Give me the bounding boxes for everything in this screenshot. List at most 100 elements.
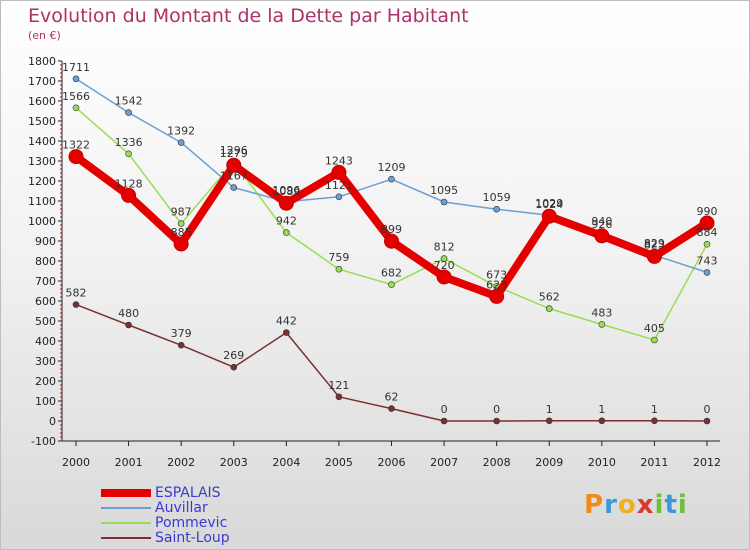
data-point (226, 157, 242, 173)
data-label: 1279 (220, 147, 248, 160)
data-point (335, 265, 343, 273)
data-point (436, 269, 452, 285)
data-point (177, 220, 185, 227)
data-label: 1121 (325, 179, 353, 192)
data-label: 0 (493, 403, 500, 416)
y-tick-label: 1000 (28, 215, 56, 228)
y-tick-label: -100 (31, 435, 56, 448)
y-tick-label: 1300 (28, 155, 56, 168)
data-label: 1095 (430, 184, 458, 197)
y-tick-label: 1700 (28, 75, 56, 88)
data-point (384, 233, 399, 249)
data-label: 812 (434, 241, 455, 254)
logo-letter: x (636, 490, 655, 520)
y-tick-label: 600 (35, 295, 56, 308)
data-label: 480 (118, 307, 139, 320)
legend-swatch (101, 521, 151, 524)
data-label: 987 (171, 206, 192, 219)
data-label: 1243 (325, 154, 353, 167)
data-point (545, 305, 553, 312)
data-label: 885 (171, 226, 192, 239)
data-label: 121 (328, 379, 349, 392)
logo-letter: i (677, 490, 688, 520)
data-point (651, 417, 658, 425)
series-layer (68, 75, 715, 425)
legend-swatch (101, 536, 151, 539)
data-label: 1209 (378, 161, 406, 174)
legend-label: Auvillar (155, 499, 208, 516)
data-point (283, 229, 290, 236)
legend-item: ESPALAIS (101, 485, 230, 500)
legend-label: ESPALAIS (155, 484, 221, 501)
data-label: 899 (381, 223, 402, 236)
data-point (598, 417, 606, 425)
y-tick-label: 800 (35, 255, 56, 268)
y-tick-label: 1100 (28, 195, 56, 208)
data-point (278, 195, 294, 211)
data-label: 1 (598, 403, 605, 416)
logo-letter: t (664, 490, 678, 520)
data-point (72, 104, 80, 112)
data-label: 1167 (220, 170, 248, 183)
data-point (68, 149, 84, 165)
data-label: 379 (171, 327, 192, 340)
data-label: 823 (644, 238, 665, 251)
x-tick-label: 2007 (430, 456, 458, 469)
logo-letter: i (654, 490, 665, 520)
y-tick-label: 700 (35, 275, 56, 288)
y-tick-label: 500 (35, 315, 56, 328)
data-label: 1 (651, 403, 658, 416)
data-label: 1322 (62, 139, 90, 152)
y-tick-label: 400 (35, 335, 56, 348)
legend: ESPALAIS Auvillar Pommevic Saint-Loup (101, 485, 230, 545)
legend-label: Saint-Loup (155, 529, 230, 546)
data-point (489, 288, 505, 304)
x-tick-label: 2012 (693, 456, 721, 469)
data-point (493, 205, 500, 213)
data-point (72, 301, 80, 308)
y-tick-label: 1500 (28, 115, 56, 128)
data-label: 1059 (483, 191, 511, 204)
data-point (440, 198, 448, 206)
legend-item: Saint-Loup (101, 530, 230, 545)
data-point (230, 363, 238, 371)
proxiti-logo: Proxiti (584, 490, 688, 520)
data-point (173, 236, 189, 252)
x-tick-label: 2008 (483, 456, 511, 469)
data-label: 1566 (62, 90, 90, 103)
y-tick-label: 900 (35, 235, 56, 248)
legend-swatch (101, 506, 151, 509)
y-tick-label: 200 (35, 375, 56, 388)
logo-letter: P (584, 490, 605, 520)
data-point (541, 208, 557, 224)
data-labels: 582 480 379 269 442 121 62 0 0 1 1 1 0 1566 1336 987 129… (62, 61, 718, 416)
x-tick-label: 2006 (378, 456, 406, 469)
data-label: 759 (328, 251, 349, 264)
data-label: 1096 (272, 184, 300, 197)
data-point (125, 109, 132, 116)
data-label: 405 (644, 322, 665, 335)
data-label: 0 (441, 403, 448, 416)
data-label: 940 (591, 215, 612, 228)
x-tick-label: 2009 (535, 456, 563, 469)
data-label: 1029 (535, 197, 563, 210)
data-label: 623 (486, 278, 507, 291)
logo-letter: o (617, 490, 637, 520)
logo-letter: r (604, 490, 618, 520)
data-label: 582 (66, 287, 87, 300)
data-point (177, 341, 185, 349)
x-tick-label: 2010 (588, 456, 616, 469)
data-point (440, 255, 448, 262)
data-point (594, 228, 610, 244)
data-point (703, 240, 711, 248)
data-label: 1542 (115, 95, 143, 108)
data-label: 673 (486, 268, 507, 281)
data-label: 269 (223, 349, 244, 362)
data-label: 720 (434, 259, 455, 272)
data-point (703, 269, 711, 276)
legend-swatch (101, 488, 151, 497)
data-point (545, 417, 553, 425)
data-label: 942 (276, 215, 297, 228)
